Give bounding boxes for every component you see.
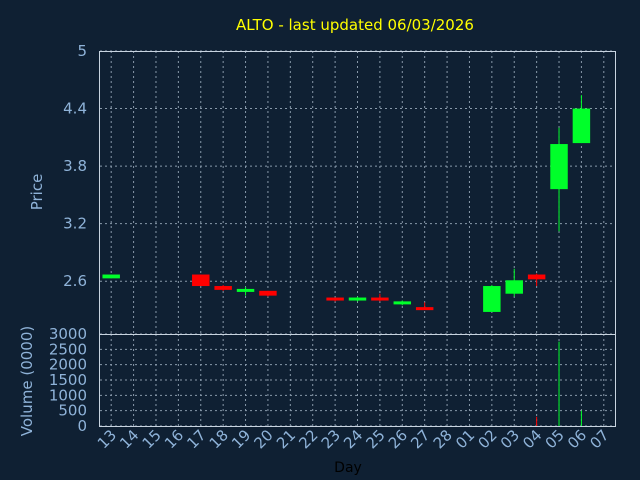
volume-tick-label: 0 [77,417,87,435]
volume-series [536,341,582,426]
candle-body [415,307,434,311]
candle-body [236,288,255,292]
chart-title: ALTO - last updated 06/03/2026 [236,16,474,34]
volume-tick-label: 2500 [49,340,87,358]
price-axis: 2.6 3.2 3.8 4.4 5 [63,42,87,290]
candle-body [214,286,232,290]
x-tick-label: 07 [586,426,612,452]
candle-body [192,274,210,287]
price-tick-label: 2.6 [63,272,87,290]
price-tick-label: 4.4 [63,100,87,118]
price-axis-label: Price [28,174,46,211]
x-axis: 1314151617181920212223242526272801020304… [94,426,613,452]
volume-tick-label: 3000 [49,325,87,343]
candle-body [527,274,546,280]
price-tick-label: 3.8 [63,157,87,175]
price-tick-label: 5 [77,42,87,60]
candle-body [572,108,591,144]
candle-body [550,144,568,190]
price-tick-label: 3.2 [63,215,87,233]
volume-tick-label: 1000 [49,386,87,404]
volume-axis-label: Volume (0000) [18,326,36,436]
volume-tick-label: 500 [58,402,87,420]
volume-grid [100,333,615,427]
candle-body [371,297,389,301]
candle-body [326,297,344,301]
candle-body [483,286,501,312]
volume-tick-label: 1500 [49,371,87,389]
price-grid [100,50,615,334]
candle-body [102,274,120,279]
candle-body [259,290,277,296]
x-axis-label: Day [334,460,362,476]
candle-body [505,280,523,294]
candlestick-series [102,95,591,312]
candle-body [393,301,412,305]
volume-panel-frame [99,334,616,427]
volume-tick-label: 2000 [49,356,87,374]
candle-body [348,297,367,301]
